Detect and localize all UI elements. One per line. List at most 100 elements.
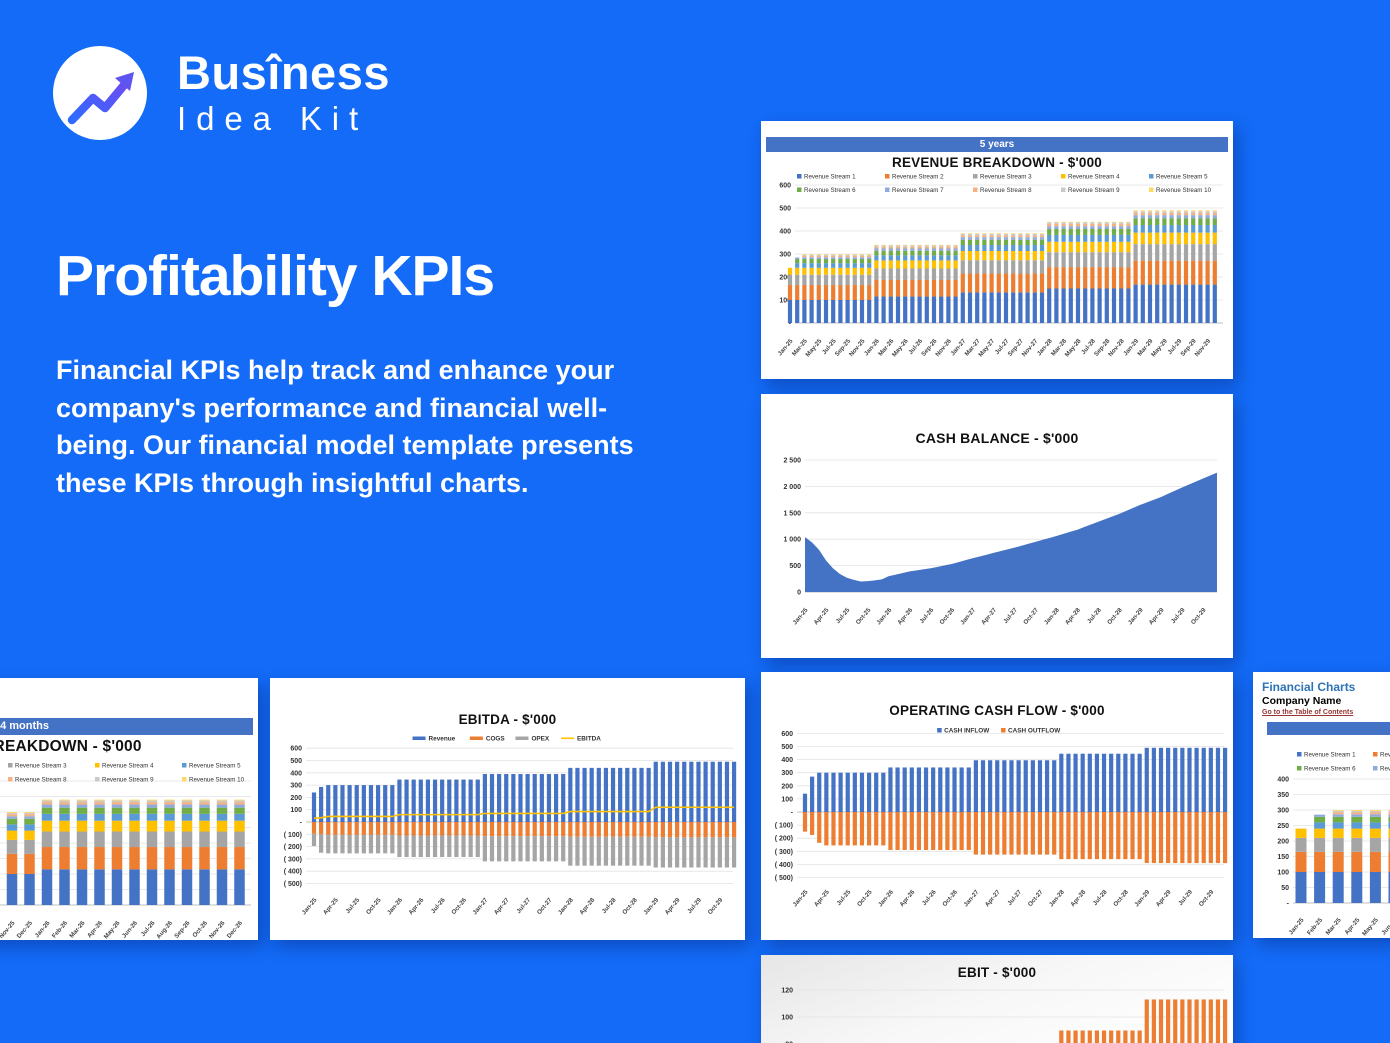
svg-text:Revenue Stream 8: Revenue Stream 8 bbox=[15, 777, 67, 784]
ebitda-plot: 600 500 400 300 200 100 - ( 100) ( 200) ( 300) ( 4… bbox=[284, 736, 737, 916]
svg-text:Apr-26: Apr-26 bbox=[898, 888, 916, 908]
svg-text:Oct-27: Oct-27 bbox=[1022, 606, 1040, 626]
table-of-contents-link[interactable]: Go to the Table of Contents bbox=[1262, 709, 1354, 716]
svg-text:Jan-28: Jan-28 bbox=[1043, 606, 1061, 626]
svg-text:Oct-29: Oct-29 bbox=[1190, 606, 1208, 626]
svg-text:Apr-29: Apr-29 bbox=[664, 896, 682, 916]
svg-text:Revenue Stream 7: Revenue Stream 7 bbox=[892, 187, 944, 194]
financial-charts-plot: 400 350 300 250 200 150 100 50 - Jan-25 Feb-25 Mar-… bbox=[1277, 752, 1390, 937]
svg-text:Jan-25: Jan-25 bbox=[792, 888, 810, 908]
brand-text: Busîness Idea Kit bbox=[177, 49, 390, 138]
svg-text:Jun-26: Jun-26 bbox=[121, 919, 140, 939]
svg-text:100: 100 bbox=[781, 796, 793, 803]
revenue-breakdown-5y-plot: 600500400300200100-Jan-25Mar-25May-25Jul… bbox=[777, 174, 1223, 358]
svg-text:2 500: 2 500 bbox=[783, 458, 801, 465]
svg-text:Jan-25: Jan-25 bbox=[792, 606, 810, 626]
svg-text:Oct-28: Oct-28 bbox=[1112, 888, 1130, 908]
svg-text:80: 80 bbox=[785, 1042, 793, 1043]
svg-text:Dec-26: Dec-26 bbox=[226, 919, 245, 939]
svg-text:Oct-25: Oct-25 bbox=[856, 888, 874, 908]
svg-text:500: 500 bbox=[781, 744, 793, 751]
period-badge bbox=[1267, 722, 1390, 735]
svg-text:Jan-27: Jan-27 bbox=[471, 896, 489, 916]
svg-text:Jan-29: Jan-29 bbox=[1133, 888, 1151, 908]
svg-text:300: 300 bbox=[781, 770, 793, 777]
svg-text:Jan-28: Jan-28 bbox=[1048, 888, 1066, 908]
chart-card-financial-charts-sheet: 400 350 300 250 200 150 100 50 - Jan-25 Feb-25 Mar-… bbox=[1253, 672, 1390, 938]
chart-title: REVENUE BREAKDOWN - $'000 bbox=[892, 155, 1102, 170]
svg-text:Oct-25: Oct-25 bbox=[365, 896, 383, 916]
svg-text:( 100): ( 100) bbox=[775, 823, 793, 830]
svg-text:Apr-25: Apr-25 bbox=[322, 896, 340, 916]
operating-cash-flow-plot: 600 500 400 300 200 100 - ( 100) ( 200) ( 300) ( 4… bbox=[775, 728, 1228, 908]
svg-text:Revenue Stream 5: Revenue Stream 5 bbox=[1156, 174, 1208, 181]
svg-text:Nov-29: Nov-29 bbox=[1194, 337, 1213, 358]
svg-text:Jul-27: Jul-27 bbox=[515, 896, 532, 915]
svg-text:Oct-29: Oct-29 bbox=[707, 896, 725, 916]
trend-arrow-graphic bbox=[67, 72, 134, 125]
chart-title: REVENUE BREAKDOWN - $'000 bbox=[0, 738, 142, 755]
chart-legend: Revenue COGS OPEX EBITDA bbox=[412, 736, 601, 743]
svg-text:CASH INFLOW: CASH INFLOW bbox=[944, 728, 990, 735]
chart-card-ebitda: 600 500 400 300 200 100 - ( 100) ( 200) ( 300) ( 4… bbox=[270, 678, 745, 940]
sheet-title: Financial Charts bbox=[1262, 680, 1356, 694]
svg-text:0: 0 bbox=[797, 590, 801, 597]
svg-text:( 300): ( 300) bbox=[775, 849, 793, 856]
svg-text:Revenue Stream 1: Revenue Stream 1 bbox=[1304, 752, 1356, 759]
svg-text:Apr-26: Apr-26 bbox=[407, 896, 425, 916]
svg-text:600: 600 bbox=[779, 183, 791, 190]
svg-text:Jan-28: Jan-28 bbox=[557, 896, 575, 916]
brand-logo: Busîness Idea Kit bbox=[53, 46, 390, 140]
svg-text:Apr-25: Apr-25 bbox=[813, 888, 831, 908]
svg-text:Jan-26: Jan-26 bbox=[34, 919, 52, 939]
svg-text:Aug-26: Aug-26 bbox=[155, 919, 174, 940]
svg-text:Revenue Stream 4: Revenue Stream 4 bbox=[102, 763, 154, 770]
svg-text:May-29: May-29 bbox=[1150, 337, 1169, 358]
svg-text:Mar-26: Mar-26 bbox=[68, 919, 87, 939]
chart-title: EBITDA - $'000 bbox=[458, 712, 557, 727]
svg-text:Jul-28: Jul-28 bbox=[1086, 606, 1103, 625]
brand-subname: Idea Kit bbox=[177, 99, 369, 137]
svg-text:-: - bbox=[300, 820, 303, 827]
svg-text:Apr-26: Apr-26 bbox=[86, 919, 104, 939]
svg-text:Jul-26: Jul-26 bbox=[140, 919, 157, 938]
svg-text:100: 100 bbox=[781, 1015, 793, 1022]
svg-text:Oct-28: Oct-28 bbox=[1106, 606, 1124, 626]
svg-text:Oct-26: Oct-26 bbox=[938, 606, 956, 626]
svg-text:500: 500 bbox=[779, 206, 791, 213]
svg-text:200: 200 bbox=[781, 783, 793, 790]
svg-text:Oct-26: Oct-26 bbox=[191, 919, 209, 939]
svg-text:Jan-26: Jan-26 bbox=[877, 888, 895, 908]
company-name: Company Name bbox=[1262, 695, 1342, 707]
svg-text:Jul-27: Jul-27 bbox=[1002, 606, 1019, 625]
svg-text:Revenue Stream 10: Revenue Stream 10 bbox=[1156, 187, 1212, 194]
svg-text:Jul-29: Jul-29 bbox=[686, 896, 703, 915]
svg-text:200: 200 bbox=[290, 795, 302, 802]
svg-text:120: 120 bbox=[781, 988, 793, 995]
svg-text:Jan-26: Jan-26 bbox=[386, 896, 404, 916]
trend-arrow-icon bbox=[53, 46, 147, 140]
svg-text:Apr-29: Apr-29 bbox=[1155, 888, 1173, 908]
svg-text:( 500): ( 500) bbox=[284, 881, 302, 888]
svg-text:1 500: 1 500 bbox=[783, 510, 801, 517]
svg-text:Jan-25: Jan-25 bbox=[1288, 916, 1306, 936]
chart-card-revenue-breakdown-5y: 600 500 400 300 200 100- Jan-25 Mar-25 May-25 Jul… bbox=[761, 121, 1233, 379]
svg-text:100: 100 bbox=[779, 298, 791, 305]
svg-text:Jan-27: Jan-27 bbox=[962, 888, 980, 908]
svg-text:CASH OUTFLOW: CASH OUTFLOW bbox=[1008, 728, 1061, 735]
svg-text:Revenue: Revenue bbox=[429, 736, 456, 743]
svg-text:250: 250 bbox=[1277, 823, 1289, 830]
svg-text:Apr-27: Apr-27 bbox=[980, 606, 998, 626]
svg-text:Revenue Stream 6: Revenue Stream 6 bbox=[804, 187, 856, 194]
svg-text:Revenue Stream 4: Revenue Stream 4 bbox=[1068, 174, 1120, 181]
svg-text:May-26: May-26 bbox=[103, 919, 122, 940]
svg-text:Nov-26: Nov-26 bbox=[208, 919, 227, 940]
svg-text:Oct-27: Oct-27 bbox=[536, 896, 554, 916]
brand-name: Busîness bbox=[177, 45, 390, 99]
svg-text:Apr-27: Apr-27 bbox=[984, 888, 1002, 908]
svg-text:Revenue Stream 2: Revenue Stream 2 bbox=[892, 174, 944, 181]
svg-text:Jul-29: Jul-29 bbox=[1177, 888, 1194, 907]
svg-text:Jul-25: Jul-25 bbox=[344, 896, 361, 915]
